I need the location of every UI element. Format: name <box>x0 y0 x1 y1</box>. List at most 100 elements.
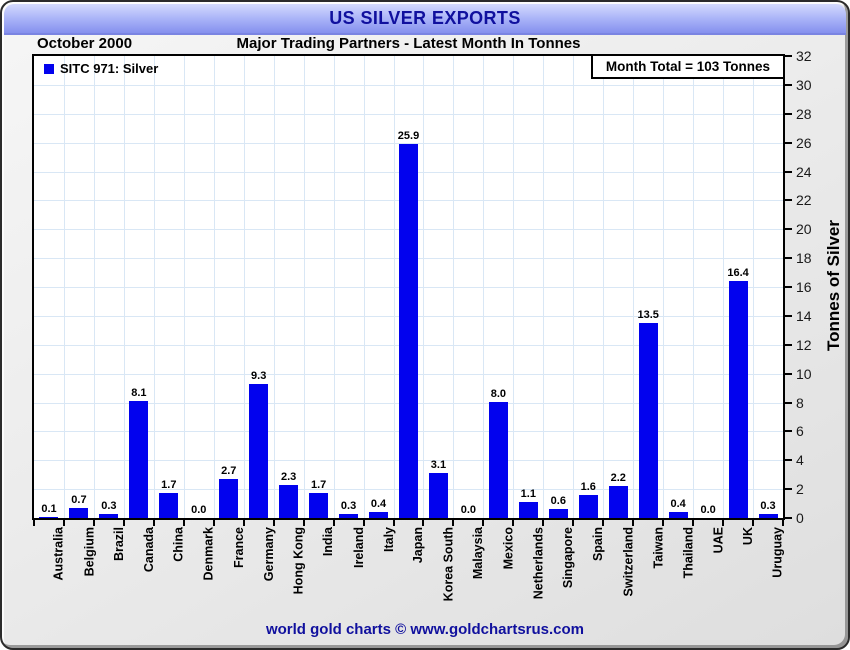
bar-brazil <box>99 514 119 518</box>
y-tick <box>785 430 792 433</box>
y-tick <box>785 401 792 404</box>
x-tick <box>542 520 545 526</box>
x-label-spain: Spain <box>591 527 606 562</box>
bar-value-singapore: 0.6 <box>550 495 566 507</box>
y-tick-label: 22 <box>796 192 812 209</box>
v-gridline <box>363 56 365 518</box>
y-tick <box>785 343 792 346</box>
x-label-malaysia: Malaysia <box>471 527 486 580</box>
bar-value-japan: 25.9 <box>397 130 420 142</box>
y-tick-label: 14 <box>796 307 812 324</box>
x-label-mexico: Mexico <box>501 527 516 570</box>
x-tick <box>602 520 605 526</box>
y-tick <box>785 228 792 231</box>
v-gridline <box>693 56 695 518</box>
x-label-germany: Germany <box>261 527 276 582</box>
bar-value-netherlands: 1.1 <box>520 488 536 500</box>
y-tick-label: 30 <box>796 76 812 93</box>
bar-value-mexico: 8.0 <box>490 388 507 400</box>
x-tick <box>392 520 395 526</box>
v-gridline <box>573 56 575 518</box>
v-gridline <box>483 56 485 518</box>
v-gridline <box>633 56 635 518</box>
x-tick <box>302 520 305 526</box>
x-tick <box>782 520 784 526</box>
bar-value-korea-south: 3.1 <box>430 459 447 471</box>
y-tick-label: 12 <box>796 336 812 353</box>
footer: world gold charts © www.goldchartsrus.co… <box>2 621 848 639</box>
bar-belgium <box>69 508 89 518</box>
legend-label: SITC 971: Silver <box>60 61 159 76</box>
x-tick <box>92 520 95 526</box>
v-gridline <box>393 56 395 518</box>
y-tick <box>785 199 792 202</box>
bar-thailand <box>668 512 688 518</box>
v-gridline <box>123 56 125 518</box>
x-label-thailand: Thailand <box>681 527 696 579</box>
x-tick <box>362 520 365 526</box>
bar-value-india: 1.7 <box>310 479 327 491</box>
subtitle-row: October 2000 Major Trading Partners - La… <box>32 35 785 54</box>
header-band: US SILVER EXPORTS <box>4 4 846 35</box>
bar-value-taiwan: 13.5 <box>637 309 659 321</box>
x-tick <box>512 520 515 526</box>
y-tick-label: 4 <box>796 452 804 469</box>
y-tick-label: 6 <box>796 423 804 440</box>
v-gridline <box>303 56 305 518</box>
x-label-singapore: Singapore <box>561 527 576 589</box>
x-label-hong-kong: Hong Kong <box>291 527 306 595</box>
x-label-china: China <box>171 527 186 562</box>
x-tick <box>452 520 455 526</box>
y-tick-label: 10 <box>796 365 812 382</box>
bar-value-uk: 16.4 <box>727 267 749 279</box>
bar-germany <box>249 384 269 518</box>
x-label-netherlands: Netherlands <box>531 527 546 600</box>
legend-swatch-icon <box>44 63 54 74</box>
v-gridline <box>753 56 755 518</box>
x-label-canada: Canada <box>141 527 156 573</box>
period-label: October 2000 <box>37 35 133 52</box>
h-gridline <box>34 113 783 115</box>
month-total-box: Month Total = 103 Tonnes <box>591 56 783 79</box>
x-tick <box>332 520 335 526</box>
v-gridline <box>63 56 65 518</box>
y-tick <box>785 488 792 491</box>
x-label-uk: UK <box>741 527 756 546</box>
v-gridline <box>213 56 215 518</box>
y-tick-label: 8 <box>796 394 804 411</box>
legend: SITC 971: Silver <box>44 61 158 76</box>
x-label-uruguay: Uruguay <box>771 527 786 578</box>
x-tick <box>722 520 725 526</box>
bar-italy <box>369 512 389 518</box>
bar-value-thailand: 0.4 <box>670 498 686 510</box>
x-tick <box>62 520 65 526</box>
y-tick-label: 26 <box>796 134 812 151</box>
h-gridline <box>34 84 783 86</box>
y-tick-label: 0 <box>796 510 804 526</box>
y-tick <box>785 372 792 375</box>
x-label-denmark: Denmark <box>201 527 216 581</box>
bar-value-canada: 8.1 <box>131 387 147 399</box>
x-label-switzerland: Switzerland <box>621 527 636 597</box>
v-gridline <box>513 56 515 518</box>
y-tick <box>785 112 792 115</box>
v-gridline <box>663 56 665 518</box>
v-gridline <box>93 56 95 518</box>
v-gridline <box>603 56 605 518</box>
x-tick <box>152 520 155 526</box>
y-tick-label: 18 <box>796 250 812 267</box>
bar-value-uruguay: 0.3 <box>760 500 776 512</box>
bar-value-malaysia: 0.0 <box>460 504 477 516</box>
v-gridline <box>423 56 425 518</box>
x-tick <box>272 520 275 526</box>
y-tick-label: 16 <box>796 279 812 295</box>
y-tick <box>785 517 792 519</box>
v-gridline <box>453 56 455 518</box>
bar-australia <box>39 517 59 518</box>
bar-value-italy: 0.4 <box>370 498 387 510</box>
x-tick <box>752 520 755 526</box>
x-tick <box>122 520 125 526</box>
bar-value-uae: 0.0 <box>700 504 716 516</box>
bar-india <box>309 493 329 518</box>
